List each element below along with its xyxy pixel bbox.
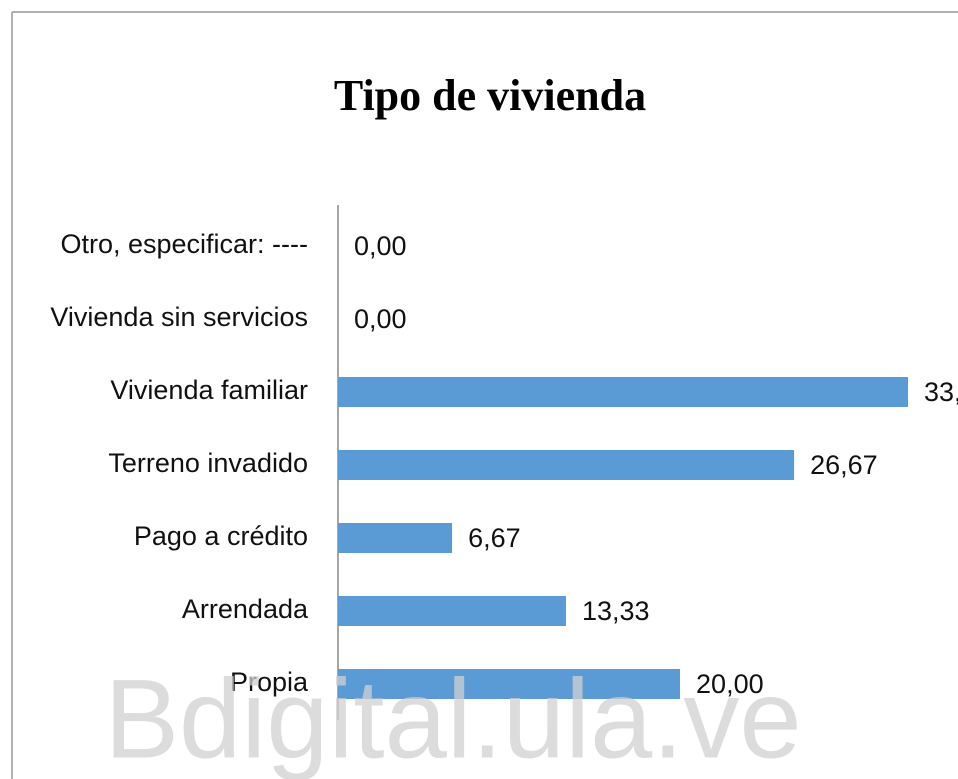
y-tick-label: Propia <box>230 667 309 697</box>
bar <box>338 596 566 626</box>
data-label: 26,67 <box>810 450 878 480</box>
data-label: 0,00 <box>354 304 407 334</box>
data-label: 0,00 <box>354 231 407 261</box>
data-label: 6,67 <box>468 523 521 553</box>
y-tick-label: Otro, especificar: ---- <box>60 229 308 259</box>
y-tick-label: Vivienda sin servicios <box>50 302 308 332</box>
data-label: 20,00 <box>696 669 764 699</box>
data-label: 33,33 <box>924 377 958 407</box>
y-tick-label: Terreno invadido <box>108 448 308 478</box>
bar <box>338 450 795 480</box>
chart-title: Tipo de vivienda <box>334 71 646 120</box>
y-tick-label: Pago a crédito <box>134 521 308 551</box>
bar <box>338 377 908 407</box>
watermark: Bdigital.ula.ve <box>104 657 801 779</box>
y-tick-label: Vivienda familiar <box>110 375 308 405</box>
bar <box>338 523 453 553</box>
data-label: 13,33 <box>582 596 650 626</box>
bar <box>338 669 681 699</box>
y-tick-label: Arrendada <box>182 594 309 624</box>
